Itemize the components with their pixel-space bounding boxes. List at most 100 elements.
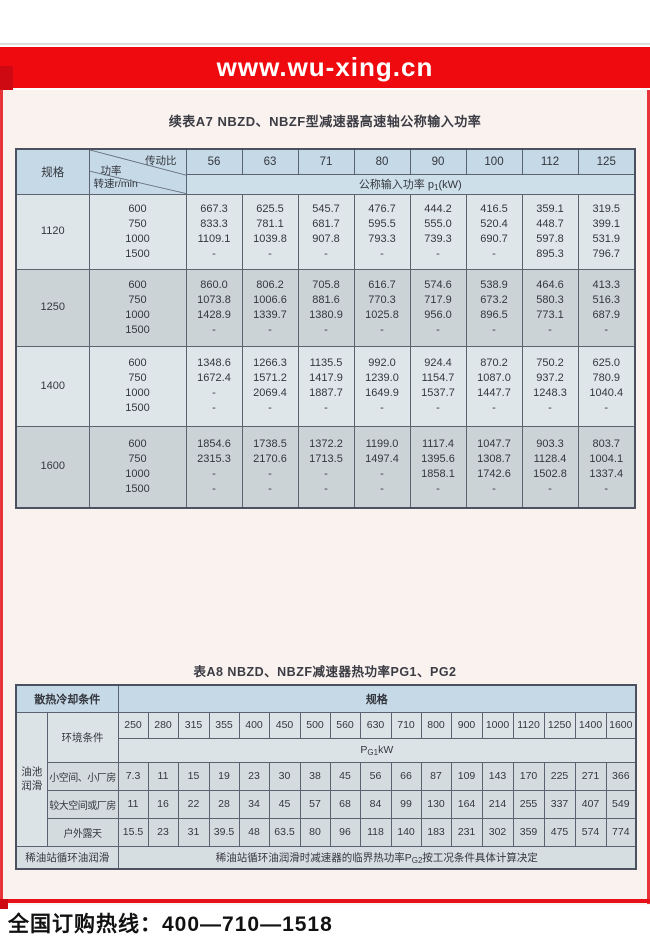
size-header: 400 bbox=[238, 711, 270, 739]
value-cell: 337 bbox=[543, 789, 576, 819]
value-cell: 183 bbox=[420, 817, 452, 847]
t2-row-small-space: 小空间、小厂房 7.3 11 15 19 23 30 38 45 56 66 8… bbox=[16, 761, 637, 791]
value-cell: 56 bbox=[359, 761, 392, 791]
value-cell: 803.7 1004.1 1337.4 - bbox=[577, 425, 636, 509]
t2-row-outdoor: 户外露天 15.5 23 31 39.5 48 63.5 80 96 118 1… bbox=[16, 817, 637, 847]
value-cell: 625.5 781.1 1039.8 - bbox=[241, 193, 299, 270]
value-cell: 19 bbox=[208, 761, 240, 791]
oil-station-note: 稀油站循环油润滑时减速器的临界热功率PG2按工况条件具体计算决定 bbox=[117, 845, 637, 870]
banner-corner-mark bbox=[0, 66, 13, 94]
value-cell: 140 bbox=[390, 817, 422, 847]
spec-row-1250: 1250 600 750 1000 1500 860.0 1073.8 1428… bbox=[15, 268, 636, 347]
ratio-header: 56 bbox=[185, 148, 243, 175]
note-prefix: 稀油站循环油润滑时减速器的临界热功率P bbox=[215, 851, 412, 864]
value-cell: 231 bbox=[450, 817, 483, 847]
spec-row-1400: 1400 600 750 1000 1500 1348.6 1672.4 - -… bbox=[15, 345, 636, 427]
size-header: 355 bbox=[208, 711, 240, 739]
value-cell: 11 bbox=[147, 761, 179, 791]
value-cell: 271 bbox=[574, 761, 607, 791]
value-cell: 538.9 673.2 896.5 - bbox=[465, 268, 523, 347]
value-cell: 464.6 580.3 773.1 - bbox=[521, 268, 579, 347]
value-cell: 413.3 516.3 687.9 - bbox=[577, 268, 636, 347]
speed-list-cell: 600 750 1000 1500 bbox=[88, 268, 187, 347]
value-cell: 255 bbox=[512, 789, 545, 819]
nominal-power-band: 公称输入功率 p1(kW) bbox=[185, 173, 636, 195]
value-cell: 30 bbox=[268, 761, 301, 791]
size-header: 710 bbox=[390, 711, 422, 739]
value-cell: 22 bbox=[177, 789, 210, 819]
size-header: 500 bbox=[299, 711, 331, 739]
value-cell: 549 bbox=[605, 789, 637, 819]
table-a7-title: 续表A7 NBZD、NBZF型减速器高速轴公称输入功率 bbox=[168, 114, 482, 129]
website-url: www.wu-xing.cn bbox=[216, 52, 434, 82]
spec-cell: 1600 bbox=[15, 425, 90, 509]
value-cell: 57 bbox=[299, 789, 331, 819]
note-subscript: G2 bbox=[411, 855, 423, 865]
row-label: 小空间、小厂房 bbox=[46, 761, 119, 791]
value-cell: 87 bbox=[420, 761, 452, 791]
website-banner: www.wu-xing.cn bbox=[0, 47, 650, 88]
t2-pg1-band-row: PG1kW bbox=[16, 737, 637, 763]
value-cell: 1047.7 1308.7 1742.6 - bbox=[465, 425, 523, 509]
value-cell: 1348.6 1672.4 - - bbox=[185, 345, 243, 427]
size-header: 560 bbox=[329, 711, 361, 739]
size-header: 630 bbox=[359, 711, 392, 739]
value-cell: 774 bbox=[605, 817, 637, 847]
value-cell: 23 bbox=[147, 817, 179, 847]
t2-row-large-space: 较大空间或厂房 11 16 22 28 34 45 57 68 84 99 13… bbox=[16, 789, 637, 819]
value-cell: 45 bbox=[268, 789, 301, 819]
row-label: 较大空间或厂房 bbox=[46, 789, 119, 819]
value-cell: 11 bbox=[117, 789, 149, 819]
value-cell: 99 bbox=[390, 789, 422, 819]
value-cell: 302 bbox=[481, 817, 514, 847]
speed-list-cell: 600 750 1000 1500 bbox=[88, 345, 187, 427]
spec-header: 规格 bbox=[117, 684, 637, 713]
value-cell: 667.3 833.3 1109.1 - bbox=[185, 193, 243, 270]
band-subscript: 1 bbox=[434, 183, 439, 192]
value-cell: 705.8 881.6 1380.9 - bbox=[297, 268, 355, 347]
value-cell: 924.4 1154.7 1537.7 - bbox=[409, 345, 467, 427]
size-header: 280 bbox=[147, 711, 179, 739]
size-header: 315 bbox=[177, 711, 210, 739]
table-a7-input-power: 规格 传动比 功率 转速r/min 56 63 71 80 90 100 112… bbox=[15, 148, 636, 509]
note-suffix: 按工况条件具体计算决定 bbox=[422, 851, 538, 864]
spec-cell: 1250 bbox=[15, 268, 90, 347]
value-cell: 225 bbox=[543, 761, 576, 791]
spec-row-1600: 1600 600 750 1000 1500 1854.6 2315.3 - -… bbox=[15, 425, 636, 509]
page-left-red-edge bbox=[0, 90, 3, 904]
value-cell: 545.7 681.7 907.8 - bbox=[297, 193, 355, 270]
value-cell: 15 bbox=[177, 761, 210, 791]
spec-cell: 1120 bbox=[15, 193, 90, 270]
page-right-red-edge bbox=[647, 90, 650, 904]
oil-station-label: 稀油站循环油润滑 bbox=[15, 845, 119, 870]
ratio-header: 112 bbox=[521, 148, 579, 175]
value-cell: 39.5 bbox=[208, 817, 240, 847]
env-condition-header: 环境条件 bbox=[46, 711, 119, 763]
value-cell: 28 bbox=[208, 789, 240, 819]
value-cell: 16 bbox=[147, 789, 179, 819]
table-a8-title: 表A8 NBZD、NBZF减速器热功率PG1、PG2 bbox=[193, 665, 457, 679]
value-cell: 1117.4 1395.6 1858.1 - bbox=[409, 425, 467, 509]
value-cell: 45 bbox=[329, 761, 361, 791]
size-header: 900 bbox=[450, 711, 483, 739]
value-cell: 475 bbox=[543, 817, 576, 847]
value-cell: 476.7 595.5 793.3 - bbox=[353, 193, 411, 270]
value-cell: 38 bbox=[299, 761, 331, 791]
size-header: 1600 bbox=[605, 711, 637, 739]
ratio-label: 传动比 bbox=[145, 155, 177, 167]
value-cell: 68 bbox=[329, 789, 361, 819]
table-a7-header-row: 规格 传动比 功率 转速r/min 56 63 71 80 90 100 112… bbox=[15, 148, 636, 195]
value-cell: 870.2 1087.0 1447.7 - bbox=[465, 345, 523, 427]
size-header: 450 bbox=[268, 711, 301, 739]
t2-header-row: 散热冷却条件 规格 bbox=[15, 684, 637, 713]
value-cell: 96 bbox=[329, 817, 361, 847]
value-cell: 992.0 1239.0 1649.9 - bbox=[353, 345, 411, 427]
value-cell: 359.1 448.7 597.8 895.3 bbox=[521, 193, 579, 270]
value-cell: 130 bbox=[420, 789, 452, 819]
value-cell: 15.5 bbox=[117, 817, 149, 847]
pg1-suffix: kW bbox=[378, 743, 394, 756]
value-cell: 625.0 780.9 1040.4 - bbox=[577, 345, 636, 427]
value-cell: 1372.2 1713.5 - - bbox=[297, 425, 355, 509]
diagonal-lines bbox=[90, 150, 185, 193]
value-cell: 319.5 399.1 531.9 796.7 bbox=[577, 193, 636, 270]
